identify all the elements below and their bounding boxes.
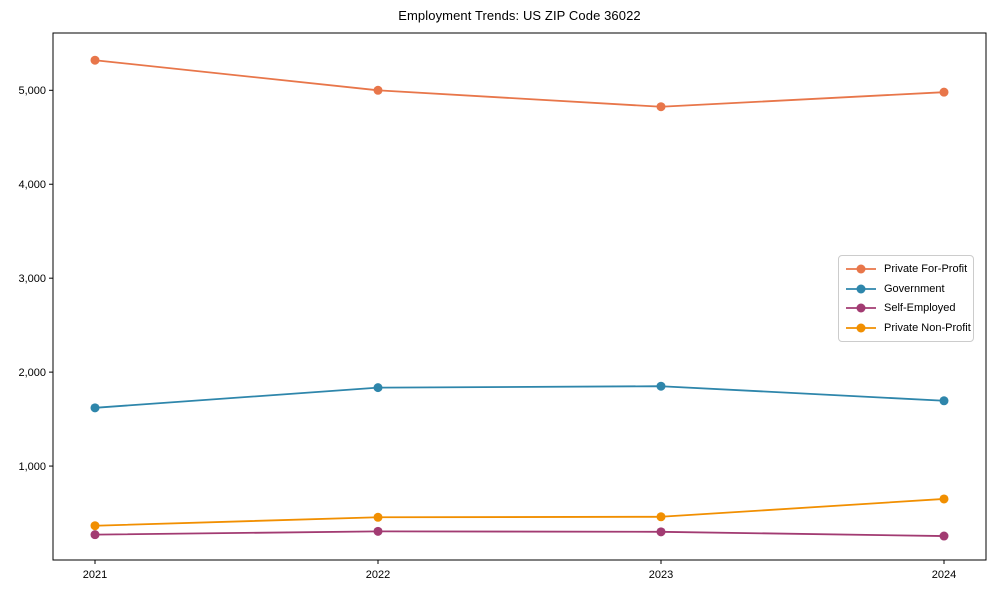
data-point-private-non-profit-2021	[90, 521, 100, 531]
data-point-government-2022	[373, 383, 383, 393]
legend-marker-government	[846, 284, 876, 294]
data-point-self-employed-2021	[90, 530, 100, 540]
legend-marker-self-employed	[846, 303, 876, 313]
legend-item-private-non-profit: Private Non-Profit	[845, 322, 971, 334]
y-tick-label-3000: 3,000	[18, 273, 46, 285]
y-tick-label-1000: 1,000	[18, 461, 46, 473]
y-tick-label-5000: 5,000	[18, 85, 46, 97]
data-point-private-for-profit-2023	[656, 102, 666, 112]
x-tick-label-2023: 2023	[649, 569, 673, 581]
x-tick-label-2021: 2021	[83, 569, 107, 581]
series-line-government	[94, 385, 945, 409]
data-point-self-employed-2022	[373, 526, 383, 536]
data-point-private-for-profit-2021	[90, 55, 100, 65]
series-line-private-for-profit	[94, 59, 945, 108]
data-point-private-non-profit-2024	[939, 494, 949, 504]
legend-label-government: Government	[884, 282, 945, 295]
data-point-private-for-profit-2024	[939, 87, 949, 97]
data-point-government-2024	[939, 396, 949, 406]
data-point-self-employed-2023	[656, 527, 666, 537]
chart-title: Employment Trends: US ZIP Code 36022	[398, 8, 641, 23]
legend-item-self-employed: Self-Employed	[845, 302, 967, 314]
series-line-private-non-profit	[94, 498, 945, 527]
y-tick-label-2000: 2,000	[18, 367, 46, 379]
data-point-self-employed-2024	[939, 531, 949, 541]
series-line-self-employed	[94, 530, 945, 537]
data-point-private-non-profit-2022	[373, 512, 383, 522]
legend-item-private-for-profit: Private For-Profit	[845, 263, 967, 275]
legend-marker-private-non-profit	[846, 323, 876, 333]
legend: Private For-Profit Government Self-Employe…	[838, 255, 974, 342]
x-tick-label-2022: 2022	[366, 569, 390, 581]
legend-label-self-employed: Self-Employed	[884, 302, 956, 315]
axes-border	[52, 32, 987, 561]
data-point-private-non-profit-2023	[656, 512, 666, 522]
legend-marker-private-for-profit	[846, 264, 876, 274]
x-tick-label-2024: 2024	[932, 569, 956, 581]
data-point-private-for-profit-2022	[373, 85, 383, 95]
data-point-government-2023	[656, 381, 666, 391]
y-tick-label-4000: 4,000	[18, 179, 46, 191]
legend-label-private-non-profit: Private Non-Profit	[884, 322, 971, 335]
legend-label-private-for-profit: Private For-Profit	[884, 262, 968, 275]
data-point-government-2021	[90, 403, 100, 413]
legend-item-government: Government	[845, 283, 967, 295]
